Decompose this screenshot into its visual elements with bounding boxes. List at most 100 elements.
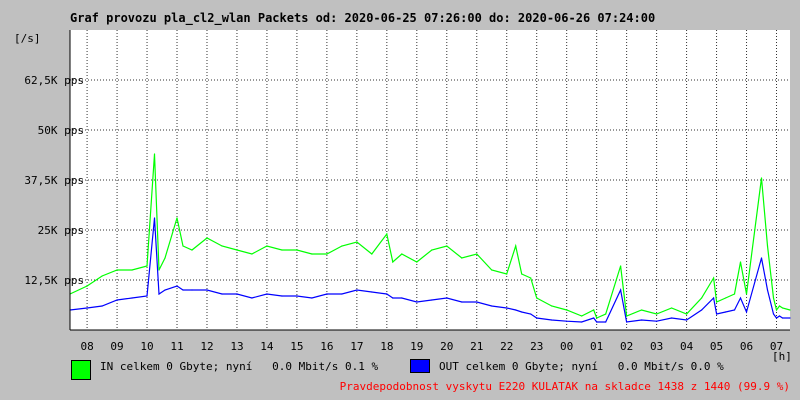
data-point-in (356, 241, 358, 243)
data-point-out (371, 291, 373, 293)
data-point-in (626, 315, 628, 317)
data-point-in (153, 153, 156, 155)
y-tick-label: 62,5K pps (24, 74, 84, 87)
data-point-in (158, 269, 160, 271)
data-point-out (431, 299, 433, 301)
data-point-in (116, 269, 118, 271)
y-tick-label: 50K pps (38, 124, 84, 137)
data-point-out (593, 317, 595, 319)
data-point-out (446, 297, 448, 299)
data-point-in (491, 269, 493, 271)
data-point-in (775, 309, 778, 311)
data-point-in (176, 217, 178, 219)
x-tick-labels: 08 09 10 11 12 13 14 15 16 17 18 19 20 21 22 23 00 01 02 03… (80, 340, 783, 353)
data-point-in (182, 245, 184, 247)
data-point-out (236, 293, 238, 295)
data-point-in (251, 253, 253, 255)
data-point-in (506, 273, 508, 275)
x-tick-label: 00 (560, 340, 573, 353)
x-tick-label: 13 (230, 340, 243, 353)
legend-in-text: IN celkem 0 Gbyte; nyní 0.0 Mbit/s 0.1 % (100, 360, 379, 373)
data-point-out (733, 309, 736, 311)
data-point-in (401, 253, 403, 255)
data-point-out (296, 295, 298, 297)
data-point-in (191, 249, 193, 251)
data-point-out (266, 293, 268, 295)
data-point-out (131, 297, 133, 299)
x-tick-label: 17 (350, 340, 363, 353)
data-point-in (416, 261, 418, 263)
data-point-in (515, 245, 517, 247)
data-point-out (685, 319, 688, 321)
data-point-in (739, 261, 742, 263)
data-point-out (536, 317, 538, 319)
data-point-in (341, 245, 343, 247)
legend-in-swatch (71, 360, 91, 380)
data-point-out (281, 295, 283, 297)
data-point-out (476, 301, 478, 303)
y-axis-unit: [/s] (14, 32, 41, 45)
data-point-in (311, 253, 313, 255)
data-point-out (551, 319, 553, 321)
data-point-in (461, 257, 463, 259)
data-point-out (491, 305, 493, 307)
data-point-in (715, 301, 718, 303)
data-point-out (146, 295, 148, 297)
data-point-out (530, 313, 532, 315)
data-point-out (745, 311, 748, 313)
data-point-out (596, 321, 598, 323)
data-point-in (593, 309, 595, 311)
series-line-out (69, 217, 790, 323)
data-point-out (775, 317, 778, 319)
data-point-in (521, 273, 523, 275)
data-point-out (86, 307, 88, 309)
data-point-out (700, 309, 703, 311)
data-point-out (620, 289, 622, 291)
y-tick-label: 25K pps (38, 224, 84, 237)
data-point-out (778, 315, 781, 317)
data-point-in (392, 261, 394, 263)
data-point-in (221, 245, 223, 247)
data-point-out (566, 320, 568, 322)
data-point-out (781, 317, 784, 319)
data-point-in (724, 297, 727, 299)
data-point-out (182, 289, 184, 291)
data-point-out (712, 297, 715, 299)
data-point-in (778, 305, 781, 307)
data-point-out (221, 293, 223, 295)
x-tick-label: 10 (140, 340, 153, 353)
data-point-in (530, 277, 532, 279)
data-point-out (461, 301, 463, 303)
data-point-in (146, 265, 148, 267)
data-point-out (206, 289, 208, 291)
data-point-in (566, 309, 568, 311)
x-tick-label: 18 (380, 340, 393, 353)
x-tick-label: 12 (200, 340, 213, 353)
x-tick-label: 21 (470, 340, 483, 353)
data-point-out (656, 320, 658, 322)
grid (70, 30, 790, 330)
x-tick-label: 11 (170, 340, 183, 353)
data-point-out (515, 309, 517, 311)
data-point-in (551, 305, 553, 307)
y-tick-labels: 12,5K pps 25K pps 37,5K pps 50K pps 62,5K pp… (24, 74, 84, 287)
x-tick-label: 09 (110, 340, 123, 353)
data-point-in (670, 307, 673, 309)
data-point-out (158, 293, 160, 295)
data-point-in (772, 297, 775, 299)
x-axis-unit: [h] (772, 350, 792, 363)
data-point-out (581, 321, 583, 323)
data-point-in (206, 237, 208, 239)
data-point-in (386, 233, 388, 235)
data-point-in (281, 249, 283, 251)
data-point-in (712, 277, 715, 279)
x-tick-label: 19 (410, 340, 423, 353)
y-tick-label: 12,5K pps (24, 274, 84, 287)
data-point-in (296, 249, 298, 251)
data-point-out (521, 311, 523, 313)
data-point-in (164, 257, 166, 259)
data-point-out (392, 297, 394, 299)
x-tick-label: 02 (620, 340, 633, 353)
data-point-out (605, 321, 607, 323)
data-point-in (733, 293, 736, 295)
